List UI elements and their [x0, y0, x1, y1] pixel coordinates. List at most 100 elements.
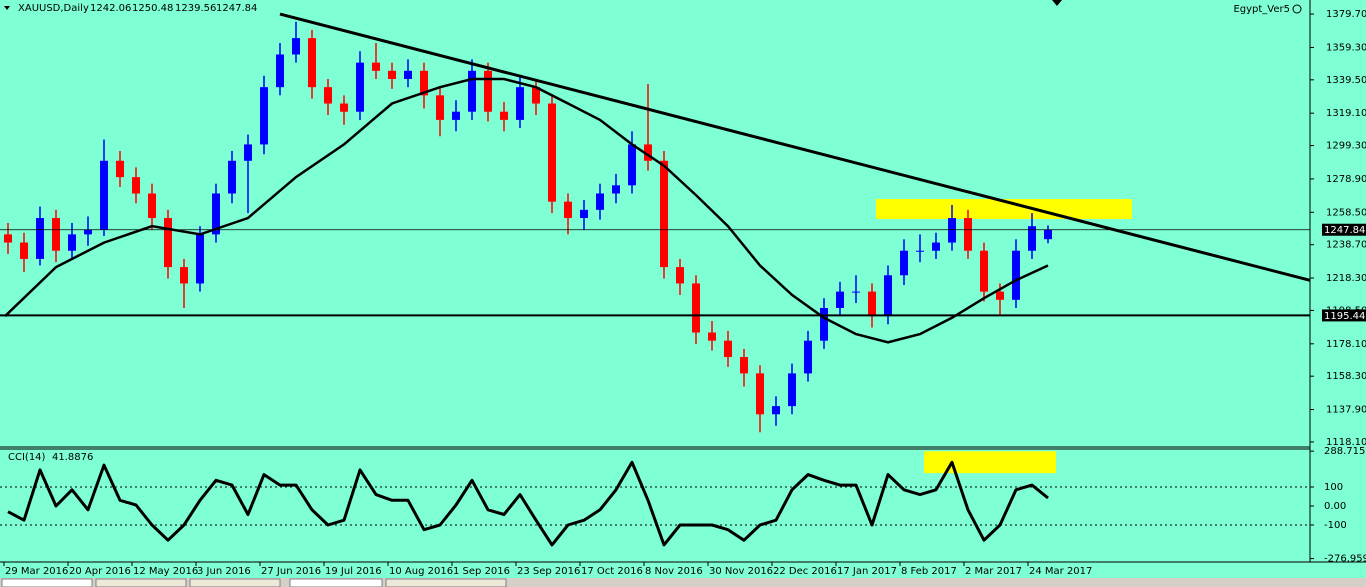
candle-body: [4, 234, 12, 243]
candle-body: [548, 103, 556, 202]
y-tick-label: 1218.30: [1326, 273, 1366, 284]
tab[interactable]: [289, 578, 383, 587]
x-tick-label: 17 Jan 2017: [837, 566, 897, 577]
candle-body: [388, 70, 396, 79]
y-tick-label: 1178.10: [1326, 339, 1366, 350]
candle-body: [1012, 250, 1020, 300]
cci-line: [7, 460, 1049, 547]
candle-body: [276, 54, 284, 88]
candle-body: [532, 87, 540, 104]
candle-body: [804, 340, 812, 374]
marker: [1052, 0, 1062, 6]
candle-body: [292, 38, 300, 55]
candle-body: [596, 193, 604, 210]
symbol: XAUUSD,Daily: [18, 3, 89, 14]
tab[interactable]: [189, 578, 281, 587]
candle-body: [756, 373, 764, 415]
candle-body: [612, 185, 620, 194]
price-tag: 1247.84: [1324, 225, 1365, 236]
candle-body: [420, 70, 428, 96]
candle-body: [100, 160, 108, 230]
x-tick-label: 24 Mar 2017: [1029, 566, 1092, 577]
level-tag-bg: [1322, 309, 1366, 322]
candle-body: [964, 218, 972, 251]
indicator-value: 41.8876: [52, 452, 93, 463]
y-tick-label: 0.00: [1324, 501, 1346, 512]
candle-body: [340, 103, 348, 112]
x-tick-label: 10 Aug 2016: [389, 566, 453, 577]
y-tick-label: 1359.30: [1326, 42, 1366, 53]
level-tag: 1195.44: [1324, 311, 1365, 322]
candle-body: [772, 406, 780, 415]
tab[interactable]: [385, 578, 507, 587]
y-tick-label: 1137.90: [1326, 405, 1366, 416]
candle-body: [52, 218, 60, 251]
candle-body: [644, 144, 652, 161]
candle-body: [580, 209, 588, 219]
candle-body: [196, 234, 204, 284]
price-tag-bg: [1322, 223, 1366, 236]
candle-body: [788, 373, 796, 407]
y-tick-label: 1158.30: [1326, 371, 1366, 382]
candle-body: [884, 275, 892, 317]
candle-body: [164, 218, 172, 268]
watermark: Egypt_Ver5: [1233, 4, 1290, 15]
candle-body: [180, 267, 188, 284]
y-tick-label: 1118.10: [1326, 437, 1366, 448]
candle-body: [1044, 229, 1052, 240]
x-tick-label: 1 Sep 2016: [453, 566, 510, 577]
candle-body: [228, 160, 236, 194]
x-tick-label: 29 Mar 2016: [5, 566, 68, 577]
x-tick-label: 30 Nov 2016: [709, 566, 773, 577]
candle-body: [564, 201, 572, 219]
y-tick-label: -100: [1324, 520, 1347, 531]
tab[interactable]: [1, 578, 93, 587]
smiley: [1292, 4, 1302, 14]
candle-body: [820, 307, 828, 341]
candle-body: [1028, 226, 1036, 251]
candle-body: [852, 291, 860, 293]
candle-body: [676, 267, 684, 284]
y-tick-label: 1258.50: [1326, 207, 1366, 218]
candle-body: [836, 291, 844, 308]
candle-body: [740, 357, 748, 374]
candle-body: [660, 160, 668, 268]
candle-body: [516, 87, 524, 120]
x-tick-label: 22 Dec 2016: [773, 566, 837, 577]
candle-body: [404, 70, 412, 79]
x-tick-label: 27 Jun 2016: [261, 566, 321, 577]
y-tick-label: 1319.10: [1326, 108, 1366, 119]
x-tick-label: 17 Oct 2016: [581, 566, 643, 577]
tab[interactable]: [95, 578, 187, 587]
menu-triangle[interactable]: [4, 6, 10, 10]
candle-body: [244, 144, 252, 161]
candle-body: [260, 87, 268, 145]
candle-body: [980, 250, 988, 292]
candle-body: [468, 70, 476, 112]
candle-body: [20, 242, 28, 259]
high-value: 1250.48: [132, 3, 173, 14]
x-tick-label: 23 Sep 2016: [517, 566, 580, 577]
y-tick-label: 100: [1324, 482, 1343, 493]
candle-body: [628, 144, 636, 186]
candle-body: [84, 229, 92, 235]
candle-body: [500, 111, 508, 120]
candle-body: [148, 193, 156, 219]
x-tick-label: 12 May 2016: [133, 566, 198, 577]
y-tick-label: 1238.70: [1326, 240, 1366, 251]
candle-body: [724, 340, 732, 358]
candle-body: [996, 291, 1004, 300]
highlight: [876, 199, 1132, 220]
trendline: [279, 12, 1311, 282]
y-tick-label: 1278.90: [1326, 174, 1366, 185]
candle-body: [324, 87, 332, 104]
candle-body: [36, 218, 44, 259]
candle-body: [132, 177, 140, 194]
x-tick-label: 8 Feb 2017: [901, 566, 957, 577]
candle-body: [436, 95, 444, 120]
y-tick-label: 1299.30: [1326, 141, 1366, 152]
x-tick-label: 3 Jun 2016: [197, 566, 251, 577]
